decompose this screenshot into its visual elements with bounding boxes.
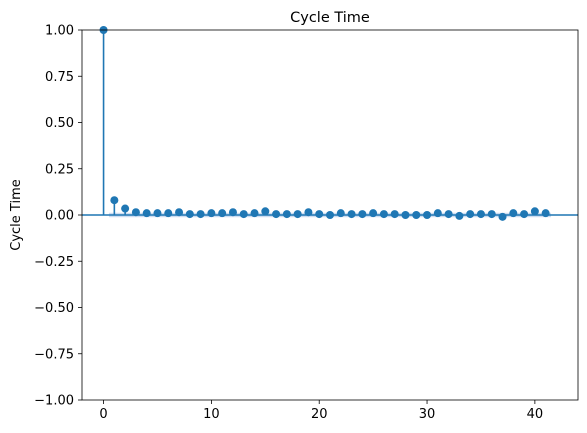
x-tick-label: 30 <box>419 407 436 422</box>
acf-point <box>250 209 259 218</box>
acf-point <box>358 210 367 219</box>
acf-point <box>153 209 162 218</box>
acf-point <box>326 211 334 219</box>
acf-point <box>228 208 237 217</box>
acf-point <box>218 209 227 218</box>
acf-point <box>498 212 507 221</box>
acf-point <box>466 210 475 219</box>
acf-point <box>282 210 291 219</box>
y-tick-label: 0.25 <box>45 162 74 177</box>
y-tick-label: −1.00 <box>34 394 74 409</box>
acf-point <box>347 210 356 219</box>
stem-layer <box>102 30 547 217</box>
acf-point <box>369 209 378 218</box>
x-tick-label: 10 <box>203 407 220 422</box>
acf-point <box>476 210 485 219</box>
acf-point <box>304 208 313 217</box>
acf-point <box>239 210 248 219</box>
acf-point <box>196 210 205 219</box>
y-tick-label: −0.75 <box>34 347 74 362</box>
acf-point <box>530 207 539 216</box>
acf-point <box>207 209 216 218</box>
acf-point <box>110 196 119 205</box>
y-axis-ticks: −1.00 −0.75 −0.50 −0.25 0.00 0.25 0.50 0.75 1.00 <box>34 24 82 409</box>
acf-point <box>175 208 184 217</box>
x-tick-label: 40 <box>527 407 544 422</box>
y-tick-label: 0.50 <box>45 116 74 131</box>
y-tick-label: 1.00 <box>45 24 74 39</box>
y-tick-label: −0.25 <box>34 255 74 270</box>
y-tick-label: 0.00 <box>45 209 74 224</box>
acf-point <box>379 210 388 219</box>
acf-point <box>444 210 453 219</box>
acf-point <box>433 209 442 218</box>
acf-point <box>336 209 345 218</box>
y-tick-label: −0.50 <box>34 301 74 316</box>
acf-point <box>541 209 550 218</box>
acf-point <box>164 209 173 218</box>
acf-point <box>121 204 130 213</box>
acf-point <box>412 211 421 219</box>
y-axis-label: Cycle Time <box>9 179 24 250</box>
acf-point <box>520 210 529 219</box>
acf-point <box>293 210 302 219</box>
chart-title: Cycle Time <box>290 10 370 26</box>
acf-point <box>261 207 270 216</box>
acf-point <box>401 211 410 219</box>
acf-point <box>390 210 399 219</box>
x-tick-label: 20 <box>311 407 328 422</box>
acf-point <box>272 210 281 219</box>
x-axis-ticks: 0 10 20 30 40 <box>99 400 543 422</box>
x-tick-label: 0 <box>99 407 107 422</box>
acf-point <box>455 211 464 220</box>
y-tick-label: 0.75 <box>45 70 74 85</box>
acf-point <box>185 210 194 219</box>
acf-point <box>142 209 151 218</box>
acf-point <box>509 209 518 218</box>
marker-layer <box>99 26 550 221</box>
acf-point <box>423 211 432 219</box>
acf-point <box>487 210 496 219</box>
acf-point <box>131 208 140 217</box>
acf-point <box>315 210 324 219</box>
